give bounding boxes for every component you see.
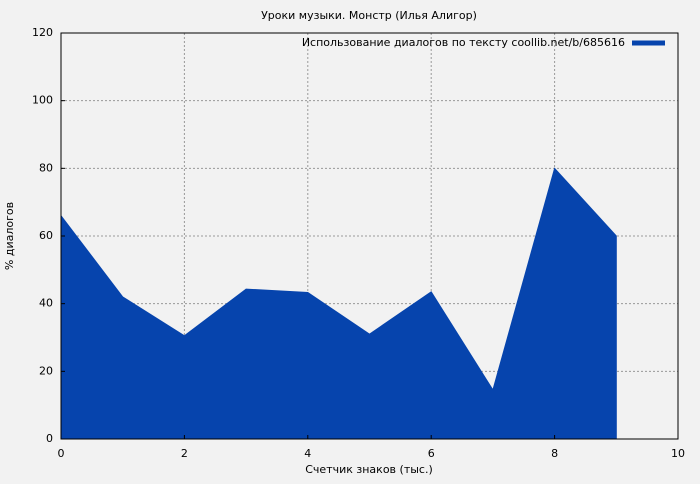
y-tick-label: 0	[46, 432, 53, 445]
legend: Использование диалогов по тексту coollib…	[302, 36, 665, 49]
area	[60, 167, 617, 440]
x-tick-label: 2	[181, 447, 188, 460]
x-tick-label: 4	[304, 447, 311, 460]
y-tick-label: 40	[39, 297, 53, 310]
y-tick-label: 80	[39, 161, 53, 174]
y-tick-label: 20	[39, 364, 53, 377]
x-tick-label: 0	[58, 447, 65, 460]
x-axis-label: Счетчик знаков (тыс.)	[305, 463, 433, 476]
x-tick-label: 8	[551, 447, 558, 460]
chart-title: Уроки музыки. Монстр (Илья Алигор)	[261, 9, 477, 22]
ticks: 0 20 40 60 80 100 120 0 2 4 6 8 10	[32, 26, 685, 460]
x-tick-label: 10	[671, 447, 685, 460]
legend-label: Использование диалогов по тексту coollib…	[302, 36, 625, 49]
y-tick-label: 120	[32, 26, 53, 39]
y-axis-label: % диалогов	[3, 202, 16, 270]
y-tick-label: 60	[39, 229, 53, 242]
plot	[60, 167, 617, 440]
x-tick-label: 6	[428, 447, 435, 460]
y-tick-label: 100	[32, 94, 53, 107]
